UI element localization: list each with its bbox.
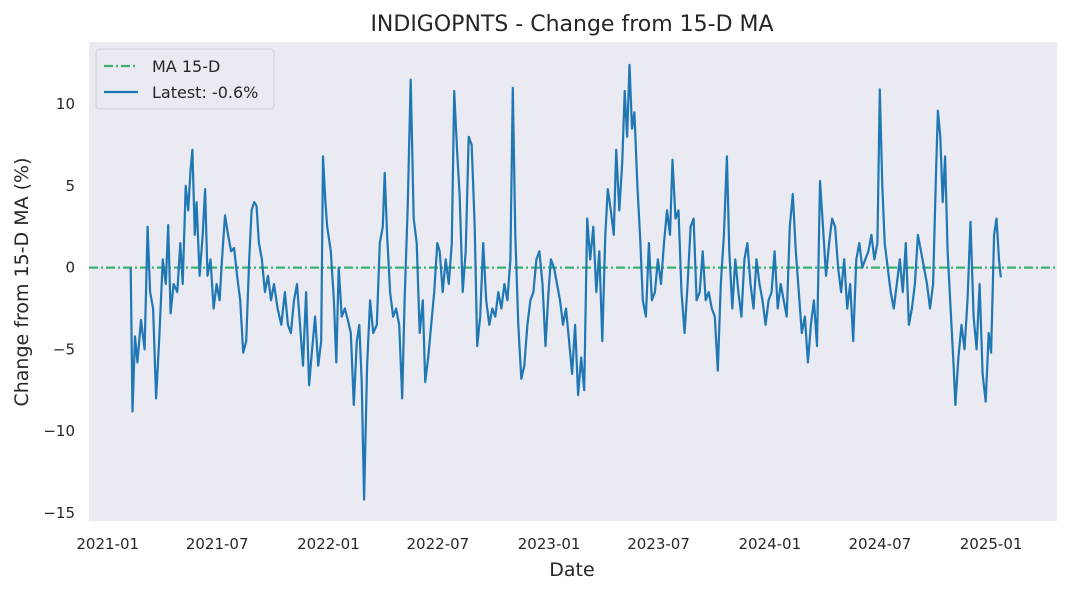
x-axis-title: Date [549,559,594,581]
x-tick-label: 2022-07 [407,535,470,553]
x-tick-label: 2021-01 [76,535,139,553]
x-tick-label: 2025-01 [960,535,1023,553]
y-axis-ticks: −15 −10 −5 0 5 10 [43,95,75,522]
y-tick-label: 0 [65,259,75,277]
y-tick-label: −5 [53,340,75,358]
chart-title: INDIGOPNTS - Change from 15-D MA [370,12,773,37]
legend-frame [95,48,275,110]
x-tick-label: 2022-01 [297,535,360,553]
x-tick-label: 2024-07 [849,535,912,553]
x-axis-ticks: 2021-01 2021-07 2022-01 2022-07 2023-01 2023-… [76,535,1022,553]
y-axis-title: Change from 15-D MA (%) [11,157,33,406]
y-tick-label: −15 [43,504,75,522]
series-line-latest [129,63,1002,501]
x-tick-label: 2023-07 [627,535,690,553]
plot-area [89,42,1057,521]
y-tick-label: −10 [43,422,75,440]
legend-ma-label: MA 15-D [152,57,220,76]
x-tick-label: 2021-07 [186,535,249,553]
x-tick-label: 2023-01 [518,535,581,553]
y-tick-label: 5 [65,177,75,195]
x-tick-label: 2024-01 [738,535,801,553]
legend: MA 15-D Latest: -0.6% [95,48,275,110]
y-tick-label: 10 [56,95,75,113]
legend-series-label: Latest: -0.6% [152,83,258,102]
